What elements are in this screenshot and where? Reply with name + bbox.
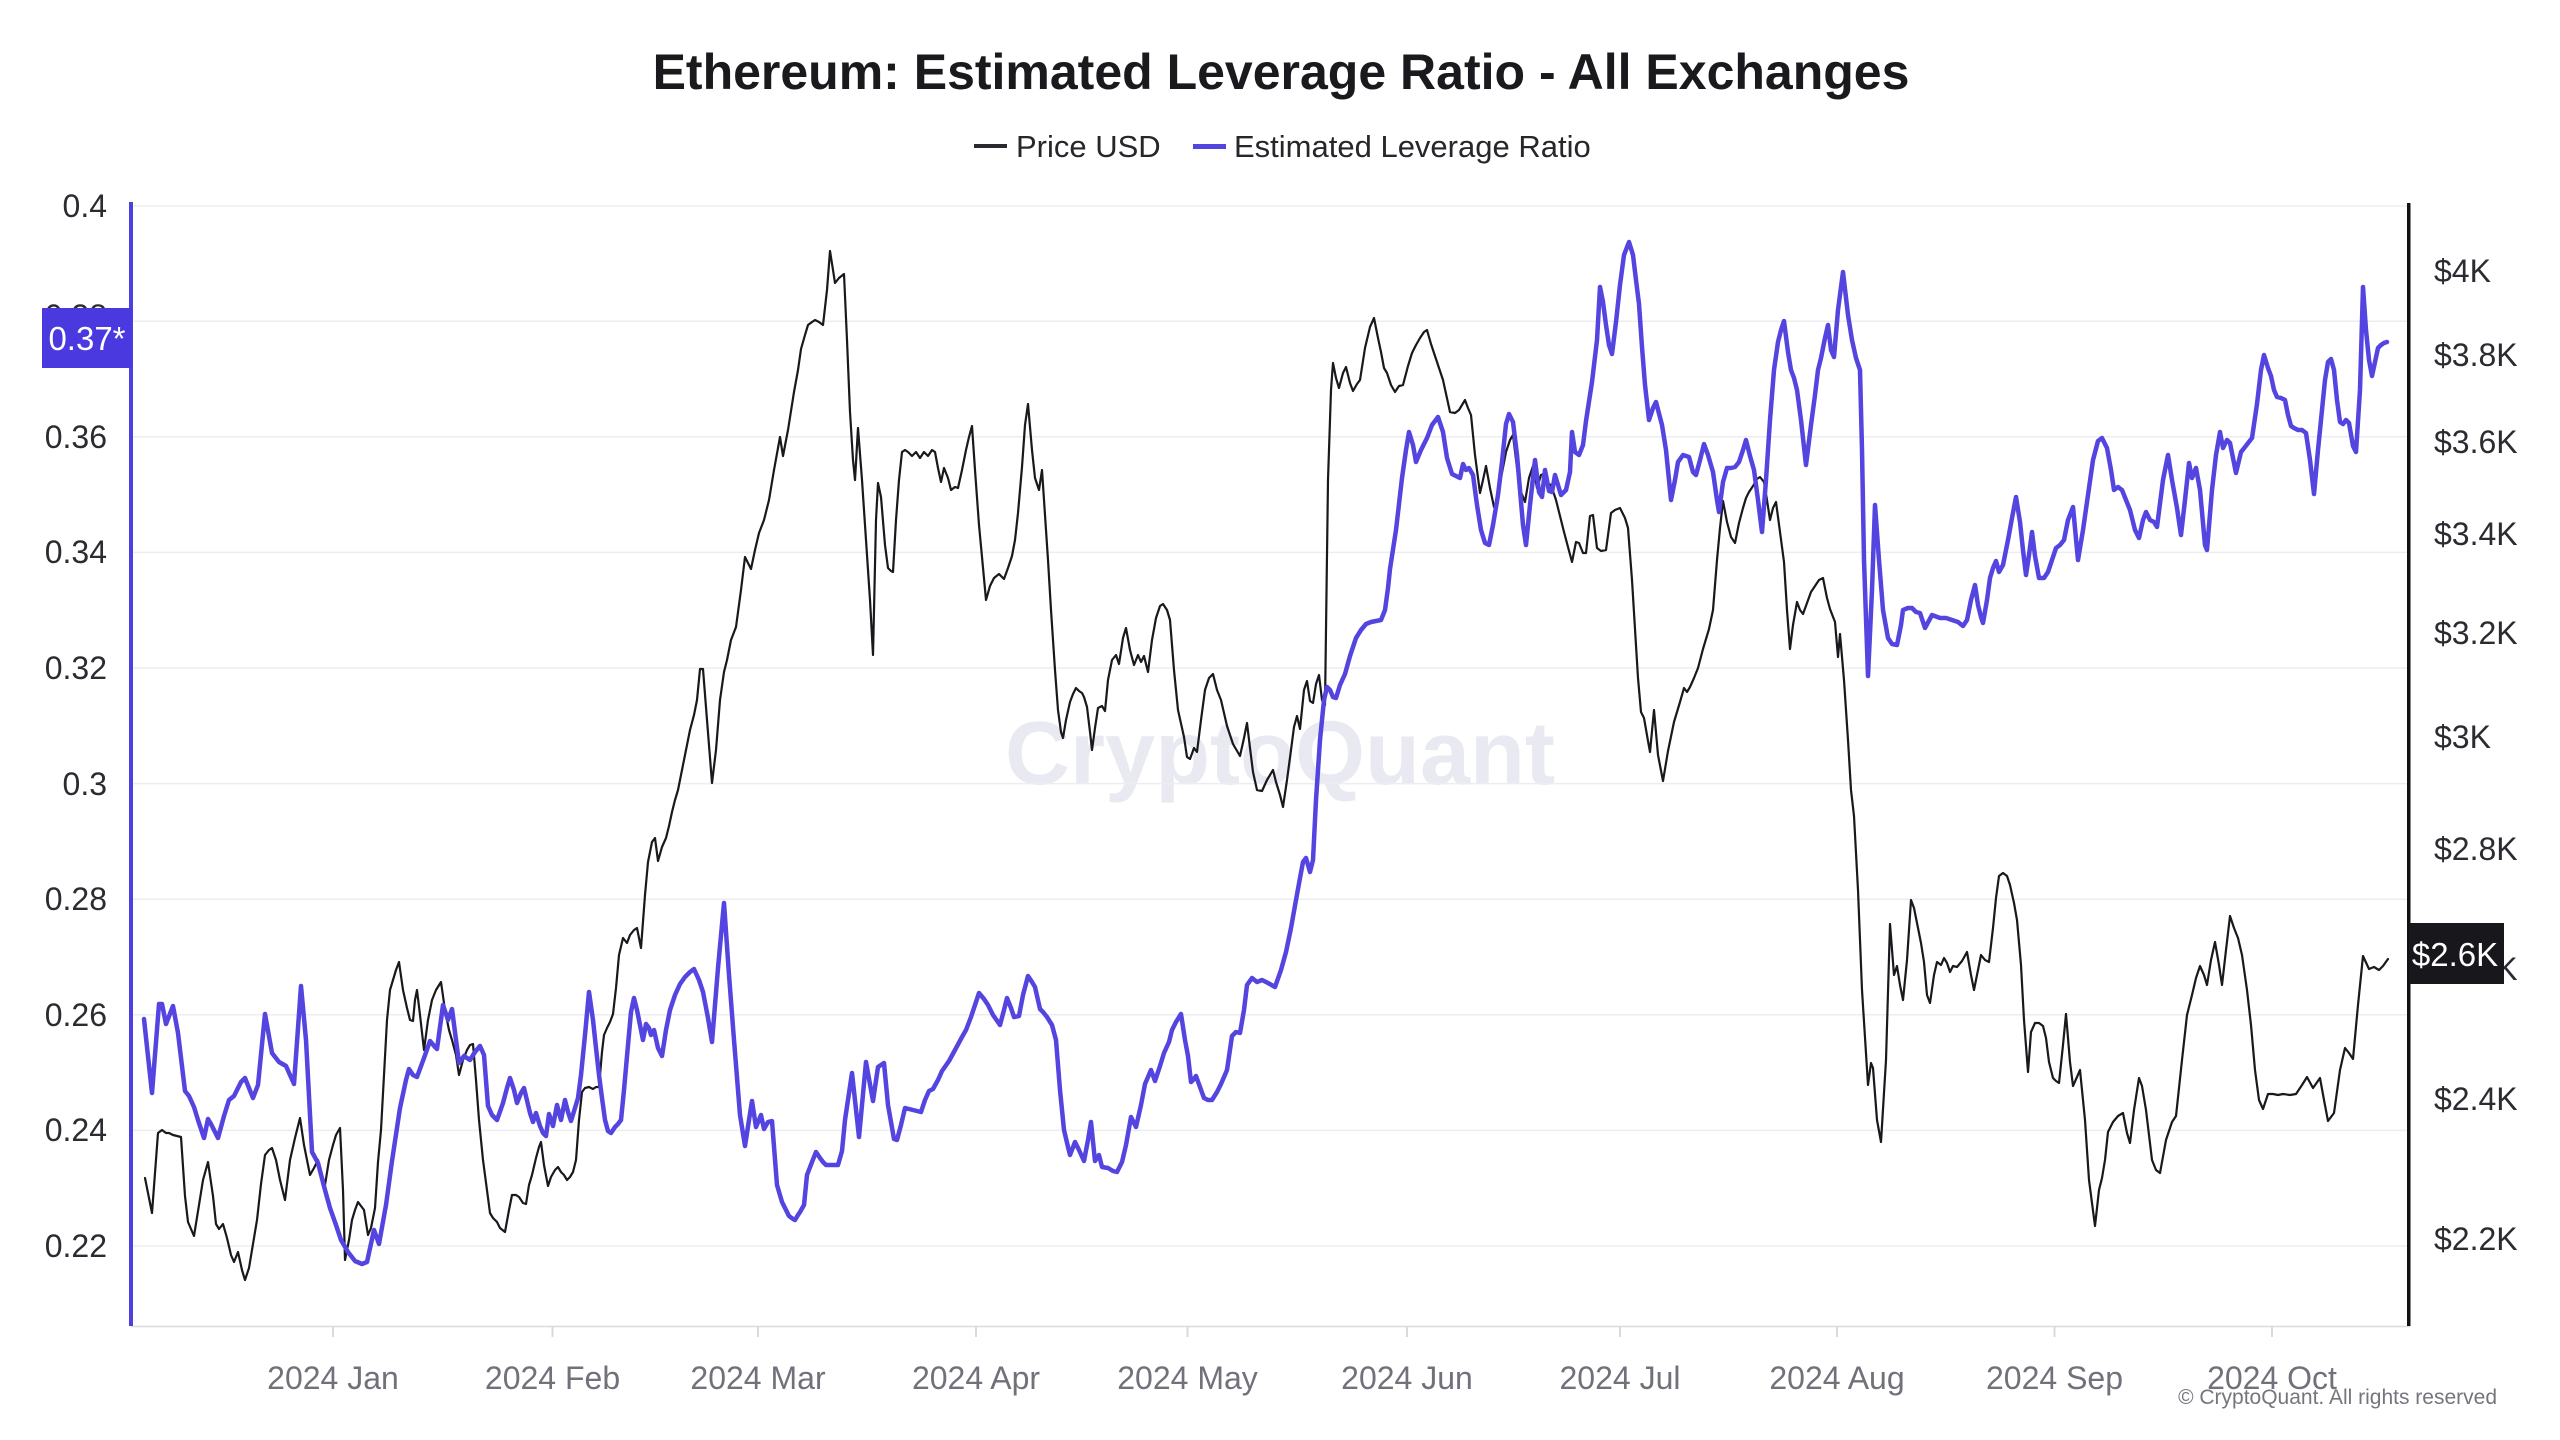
svg-text:2024 May: 2024 May <box>1117 1360 1258 1396</box>
svg-text:$4K: $4K <box>2434 253 2491 289</box>
svg-text:2024 Jun: 2024 Jun <box>1341 1360 1473 1396</box>
svg-text:Ethereum: Estimated Leverage R: Ethereum: Estimated Leverage Ratio - All… <box>653 44 1910 100</box>
svg-text:$2.6K: $2.6K <box>2412 936 2498 973</box>
svg-text:Estimated Leverage Ratio: Estimated Leverage Ratio <box>1234 129 1591 164</box>
svg-text:$3K: $3K <box>2434 719 2491 755</box>
svg-text:$3.2K: $3.2K <box>2434 615 2518 651</box>
svg-text:0.37*: 0.37* <box>48 320 125 357</box>
svg-text:$3.6K: $3.6K <box>2434 424 2518 460</box>
svg-text:2024 Mar: 2024 Mar <box>690 1360 826 1396</box>
svg-text:$3.8K: $3.8K <box>2434 337 2518 373</box>
svg-text:2024 Oct: 2024 Oct <box>2207 1360 2337 1396</box>
svg-text:0.36: 0.36 <box>45 419 107 455</box>
svg-text:0.24: 0.24 <box>45 1112 107 1148</box>
svg-text:2024 Jan: 2024 Jan <box>267 1360 399 1396</box>
svg-text:2024 Aug: 2024 Aug <box>1769 1360 1904 1396</box>
svg-text:0.4: 0.4 <box>63 188 107 224</box>
svg-text:© CryptoQuant. All rights rese: © CryptoQuant. All rights reserved <box>2178 1386 2497 1409</box>
svg-text:$2.2K: $2.2K <box>2434 1221 2518 1257</box>
svg-text:0.3: 0.3 <box>63 766 107 802</box>
svg-text:Price USD: Price USD <box>1016 129 1161 164</box>
svg-text:0.34: 0.34 <box>45 534 107 570</box>
svg-text:0.26: 0.26 <box>45 997 107 1033</box>
svg-text:$2.8K: $2.8K <box>2434 831 2518 867</box>
svg-text:2024 Jul: 2024 Jul <box>1560 1360 1681 1396</box>
svg-text:$2.4K: $2.4K <box>2434 1081 2518 1117</box>
svg-text:2024 Feb: 2024 Feb <box>485 1360 620 1396</box>
svg-text:2024 Sep: 2024 Sep <box>1986 1360 2123 1396</box>
svg-text:$3.4K: $3.4K <box>2434 516 2518 552</box>
svg-text:0.32: 0.32 <box>45 650 107 686</box>
svg-text:2024 Apr: 2024 Apr <box>912 1360 1040 1396</box>
svg-text:0.28: 0.28 <box>45 881 107 917</box>
svg-text:0.22: 0.22 <box>45 1228 107 1264</box>
